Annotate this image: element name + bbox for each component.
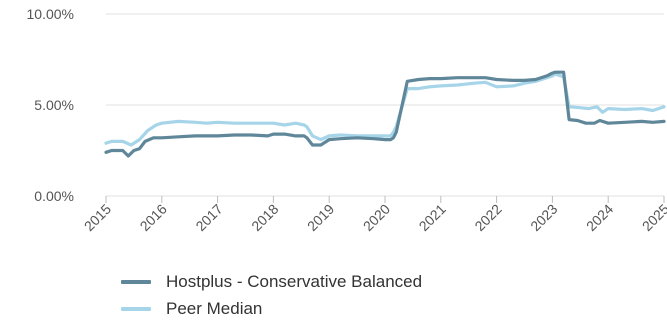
series-line-hostplus	[104, 70, 666, 158]
x-tick-label: 2018	[248, 201, 281, 234]
legend-label-hostplus: Hostplus - Conservative Balanced	[166, 271, 423, 291]
x-tick-label: 2024	[583, 201, 616, 234]
x-tick-label: 2021	[416, 201, 449, 234]
axis-layer	[105, 196, 665, 203]
series-line-peer-median	[104, 72, 666, 147]
x-tick-label: 2017	[192, 201, 225, 234]
series-layer	[104, 70, 666, 158]
legend-swatch-hostplus	[121, 279, 151, 284]
legend: Hostplus - Conservative Balanced Peer Me…	[121, 268, 422, 322]
y-tick-label: 10.00%	[27, 6, 74, 22]
legend-label-peer-median: Peer Median	[166, 298, 263, 318]
legend-swatch-peer-median	[121, 306, 151, 311]
x-tick-label: 2016	[137, 201, 170, 234]
x-tick-label: 2019	[304, 201, 337, 234]
x-tick-label: 2023	[527, 201, 560, 234]
grid-layer	[106, 13, 664, 197]
x-tick-label: 2020	[360, 201, 393, 234]
legend-item-hostplus[interactable]: Hostplus - Conservative Balanced	[121, 268, 422, 295]
label-layer: 0.00% 5.00% 10.00% 2015 2016 2017 2018 2019 2020…	[27, 6, 667, 234]
x-tick-label: 2022	[471, 201, 504, 234]
x-tick-label: 2015	[81, 201, 114, 234]
y-tick-label: 0.00%	[34, 188, 74, 204]
y-tick-label: 5.00%	[34, 97, 74, 113]
x-tick-label: 2025	[639, 201, 667, 234]
legend-item-peer-median[interactable]: Peer Median	[121, 295, 422, 322]
line-chart: 0.00% 5.00% 10.00% 2015 2016 2017 2018 2019 2020…	[27, 6, 667, 234]
